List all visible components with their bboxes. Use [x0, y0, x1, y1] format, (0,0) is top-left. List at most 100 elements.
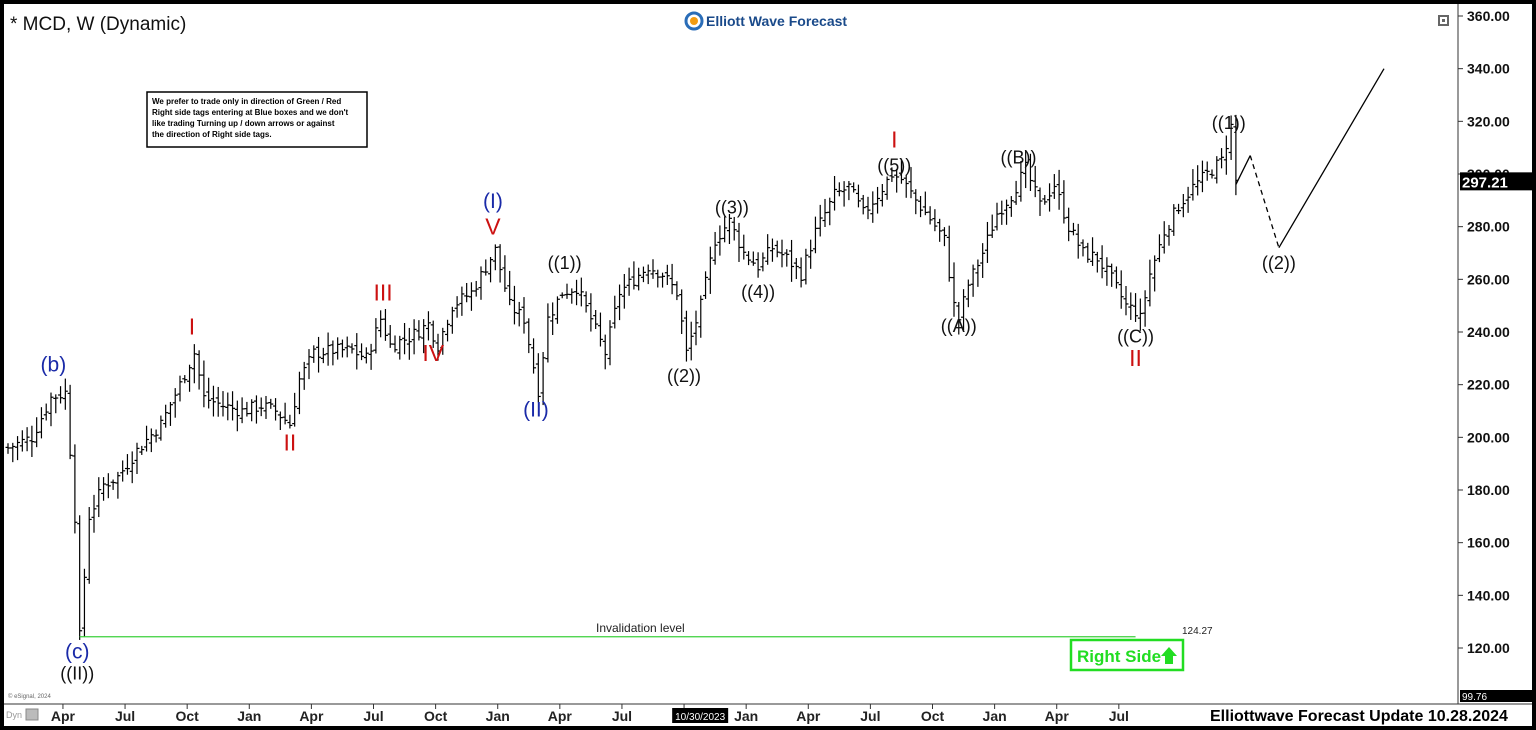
price-bar — [731, 216, 737, 241]
price-bar — [129, 451, 135, 484]
price-bar — [1204, 161, 1210, 181]
expand-icon[interactable] — [1438, 15, 1449, 26]
price-bar — [593, 310, 599, 330]
price-bar — [497, 244, 503, 283]
y-tick-label: 140.00 — [1467, 587, 1510, 603]
y-tick-label: 320.00 — [1467, 113, 1510, 129]
price-bar — [946, 225, 952, 282]
price-bar — [402, 323, 408, 355]
x-tick-label: Apr — [796, 708, 821, 724]
price-bar — [316, 336, 322, 373]
price-bar — [1171, 204, 1177, 236]
price-bar — [163, 404, 169, 428]
price-bar — [588, 293, 594, 332]
price-bar — [220, 391, 226, 417]
price-bar — [1013, 180, 1019, 205]
price-bar — [124, 454, 130, 475]
price-bar — [58, 386, 64, 404]
wave-label: I — [891, 127, 897, 153]
price-bar — [918, 196, 924, 218]
price-bar — [741, 234, 747, 260]
last-price-label: 297.21 — [1462, 174, 1508, 191]
notice-line: the direction of Right side tags. — [152, 130, 272, 139]
price-bar — [669, 263, 675, 295]
price-bar — [679, 289, 685, 334]
price-bar — [1228, 115, 1234, 160]
price-bar — [19, 430, 25, 452]
price-bar — [249, 399, 255, 422]
price-bar — [1070, 222, 1076, 236]
price-bar — [296, 371, 302, 415]
price-bar — [258, 397, 264, 417]
toolbar-icon[interactable] — [25, 708, 39, 721]
price-bar — [1042, 194, 1048, 205]
y-min-label: 99.76 — [1462, 692, 1487, 703]
last-price-bg — [1460, 172, 1532, 191]
price-bar — [1199, 160, 1205, 193]
price-bar — [736, 222, 742, 262]
price-bar — [77, 515, 83, 640]
wave-label: (c) — [65, 641, 90, 664]
price-bar — [378, 310, 384, 338]
price-bar — [330, 340, 336, 366]
price-bar — [435, 333, 441, 361]
price-bar — [1180, 194, 1186, 218]
price-bar — [554, 296, 560, 324]
brand-logo: Elliott Wave Forecast — [684, 11, 847, 31]
price-bar — [937, 218, 943, 242]
price-bar — [172, 388, 178, 418]
price-bar — [139, 445, 145, 455]
price-bar — [655, 269, 661, 288]
price-bar — [445, 319, 451, 342]
wave-label: ((2)) — [667, 366, 701, 386]
price-bar — [1113, 266, 1119, 289]
x-tick-label: Apr — [51, 708, 76, 724]
bottom-toolbar: Dyn — [6, 708, 39, 721]
price-bar — [602, 334, 608, 370]
price-bar — [1223, 135, 1229, 175]
price-bar — [1161, 221, 1167, 254]
price-bar — [636, 267, 642, 291]
x-tick-label: Jul — [1109, 708, 1129, 724]
x-tick-label: Apr — [299, 708, 324, 724]
price-bar — [879, 184, 885, 207]
x-tick-label: Apr — [548, 708, 573, 724]
price-bar — [1195, 165, 1201, 196]
price-bar — [999, 200, 1005, 225]
price-bar — [182, 375, 188, 384]
price-bar — [158, 415, 164, 441]
price-bar — [717, 225, 723, 256]
price-bar — [292, 392, 298, 427]
price-bar — [545, 303, 551, 363]
price-bar — [344, 336, 350, 358]
price-bar — [531, 338, 537, 374]
price-bar — [922, 191, 928, 216]
price-bar — [817, 204, 823, 237]
brand-name: Elliott Wave Forecast — [706, 13, 847, 29]
price-bar — [148, 428, 154, 453]
y-tick-label: 240.00 — [1467, 324, 1510, 340]
wave-label: ((A)) — [941, 316, 977, 336]
price-bar — [526, 318, 532, 354]
price-bar — [1080, 239, 1086, 257]
brand-logo-icon — [684, 11, 704, 31]
price-bar — [225, 392, 231, 421]
price-bar — [282, 402, 288, 425]
price-bar — [306, 349, 312, 380]
price-bar — [617, 284, 623, 321]
price-bar — [382, 309, 388, 341]
y-axis: 360.00340.00320.00300.00280.00260.00240.… — [1457, 4, 1532, 704]
price-bar — [564, 283, 570, 299]
price-bar — [201, 360, 207, 408]
price-bar — [841, 181, 847, 207]
price-bar — [784, 249, 790, 267]
invalidation-value: 124.27 — [1182, 626, 1213, 637]
price-bar — [688, 321, 694, 361]
price-bar — [1037, 187, 1043, 216]
price-bar — [234, 400, 240, 432]
price-bar — [1166, 224, 1172, 246]
wave-label: ((4)) — [741, 282, 775, 302]
price-bar — [975, 259, 981, 287]
price-bar — [961, 289, 967, 331]
price-bar — [144, 425, 150, 452]
